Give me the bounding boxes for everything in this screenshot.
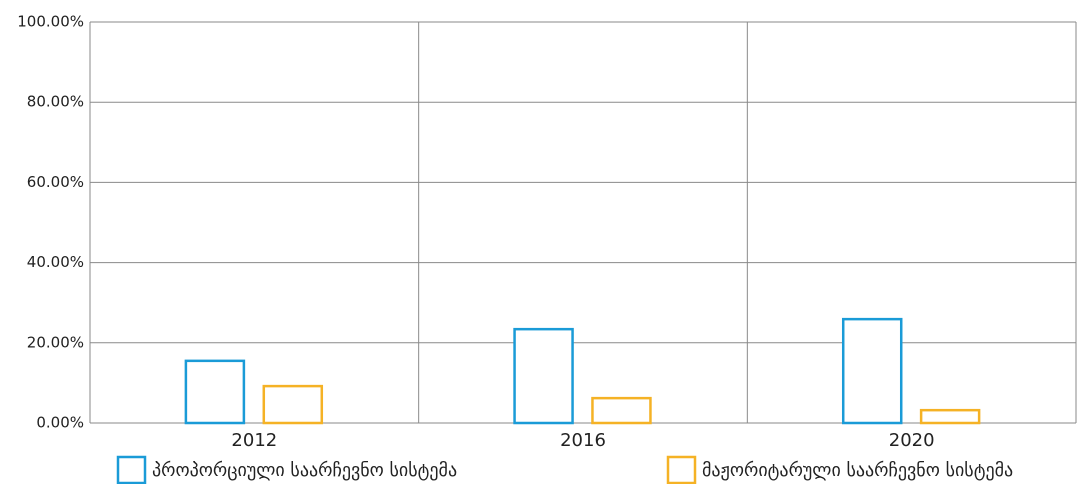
legend-label: მაჟორიტარული საარჩევნო სისტემა bbox=[702, 460, 1013, 481]
bar bbox=[184, 359, 246, 425]
y-tick-label: 0.00% bbox=[36, 414, 84, 432]
x-tick-label: 2016 bbox=[560, 430, 606, 451]
bar bbox=[513, 327, 574, 425]
bar bbox=[591, 396, 652, 425]
legend-swatch bbox=[666, 455, 697, 485]
legend-swatch bbox=[116, 455, 147, 485]
x-tick-label: 2012 bbox=[231, 430, 277, 451]
bar bbox=[919, 408, 981, 425]
y-tick-label: 100.00% bbox=[17, 13, 84, 31]
y-tick-label: 40.00% bbox=[27, 253, 84, 271]
bar bbox=[841, 317, 903, 425]
y-tick-label: 80.00% bbox=[27, 93, 84, 111]
y-tick-label: 60.00% bbox=[27, 173, 84, 191]
legend-label: პროპორციული საარჩევნო სისტემა bbox=[152, 460, 457, 481]
y-tick-label: 20.00% bbox=[27, 333, 84, 351]
bar bbox=[262, 384, 324, 425]
x-tick-label: 2020 bbox=[889, 430, 935, 451]
